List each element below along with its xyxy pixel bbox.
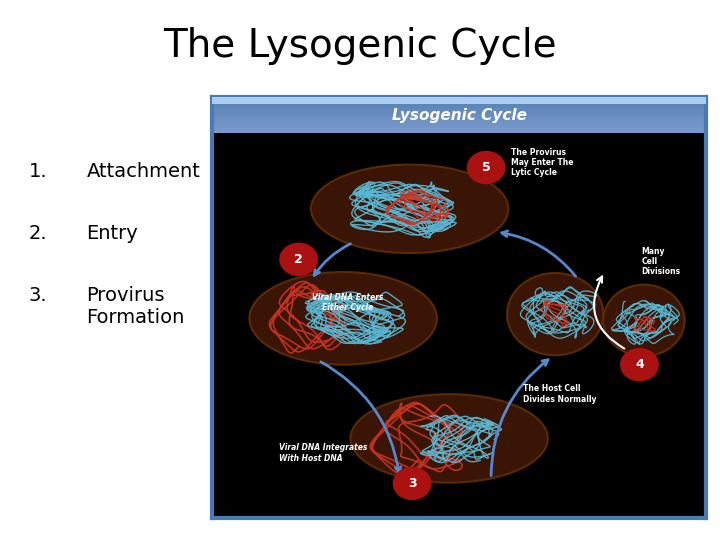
Bar xyxy=(212,105,706,107)
Bar xyxy=(212,125,706,127)
Bar xyxy=(212,117,706,119)
Bar xyxy=(212,106,706,108)
Bar xyxy=(212,109,706,110)
Bar xyxy=(212,107,706,109)
Bar xyxy=(212,127,706,130)
Bar xyxy=(212,129,706,131)
Text: 1.: 1. xyxy=(29,162,48,181)
Ellipse shape xyxy=(311,165,508,253)
Text: 3: 3 xyxy=(408,477,416,490)
Text: The Lysogenic Cycle: The Lysogenic Cycle xyxy=(163,27,557,65)
Bar xyxy=(212,113,706,115)
Bar xyxy=(212,97,706,104)
Circle shape xyxy=(280,244,318,275)
Text: The Provirus
May Enter The
Lytic Cycle: The Provirus May Enter The Lytic Cycle xyxy=(510,147,573,177)
Text: 5: 5 xyxy=(482,161,490,174)
Ellipse shape xyxy=(249,272,437,365)
Text: 2: 2 xyxy=(294,253,303,266)
Ellipse shape xyxy=(603,285,685,356)
Ellipse shape xyxy=(507,273,603,355)
Bar xyxy=(212,99,706,101)
Circle shape xyxy=(621,349,658,381)
Bar xyxy=(212,111,706,113)
Bar xyxy=(212,123,706,125)
Bar xyxy=(212,118,706,120)
Bar xyxy=(212,124,706,126)
Text: Entry: Entry xyxy=(86,224,138,243)
Circle shape xyxy=(393,468,431,500)
Bar xyxy=(212,96,706,98)
Text: Attachment: Attachment xyxy=(86,162,200,181)
Bar xyxy=(212,110,706,112)
Bar xyxy=(212,120,706,122)
Text: Lysogenic Cycle: Lysogenic Cycle xyxy=(392,108,526,123)
Text: Many
Cell
Divisions: Many Cell Divisions xyxy=(642,247,680,276)
Bar xyxy=(212,100,706,102)
Bar xyxy=(212,126,706,128)
Bar xyxy=(212,102,706,104)
Circle shape xyxy=(467,152,505,184)
Bar xyxy=(212,104,706,105)
Ellipse shape xyxy=(351,394,548,483)
Text: The Host Cell
Divides Normally: The Host Cell Divides Normally xyxy=(523,384,597,404)
Bar xyxy=(212,116,706,118)
Bar xyxy=(212,112,706,114)
Text: 2.: 2. xyxy=(29,224,48,243)
Text: Provirus
Formation: Provirus Formation xyxy=(86,286,185,327)
Bar xyxy=(212,130,706,132)
Text: Viral DNA Enters
Either Cycle: Viral DNA Enters Either Cycle xyxy=(312,293,384,313)
Bar xyxy=(212,122,706,124)
Text: 3.: 3. xyxy=(29,286,48,305)
Bar xyxy=(212,98,706,99)
Bar xyxy=(212,114,706,116)
Bar xyxy=(212,119,706,121)
Text: 4: 4 xyxy=(635,358,644,371)
Bar xyxy=(212,131,706,133)
Bar xyxy=(212,101,706,103)
Text: Viral DNA Integrates
With Host DNA: Viral DNA Integrates With Host DNA xyxy=(279,443,367,463)
